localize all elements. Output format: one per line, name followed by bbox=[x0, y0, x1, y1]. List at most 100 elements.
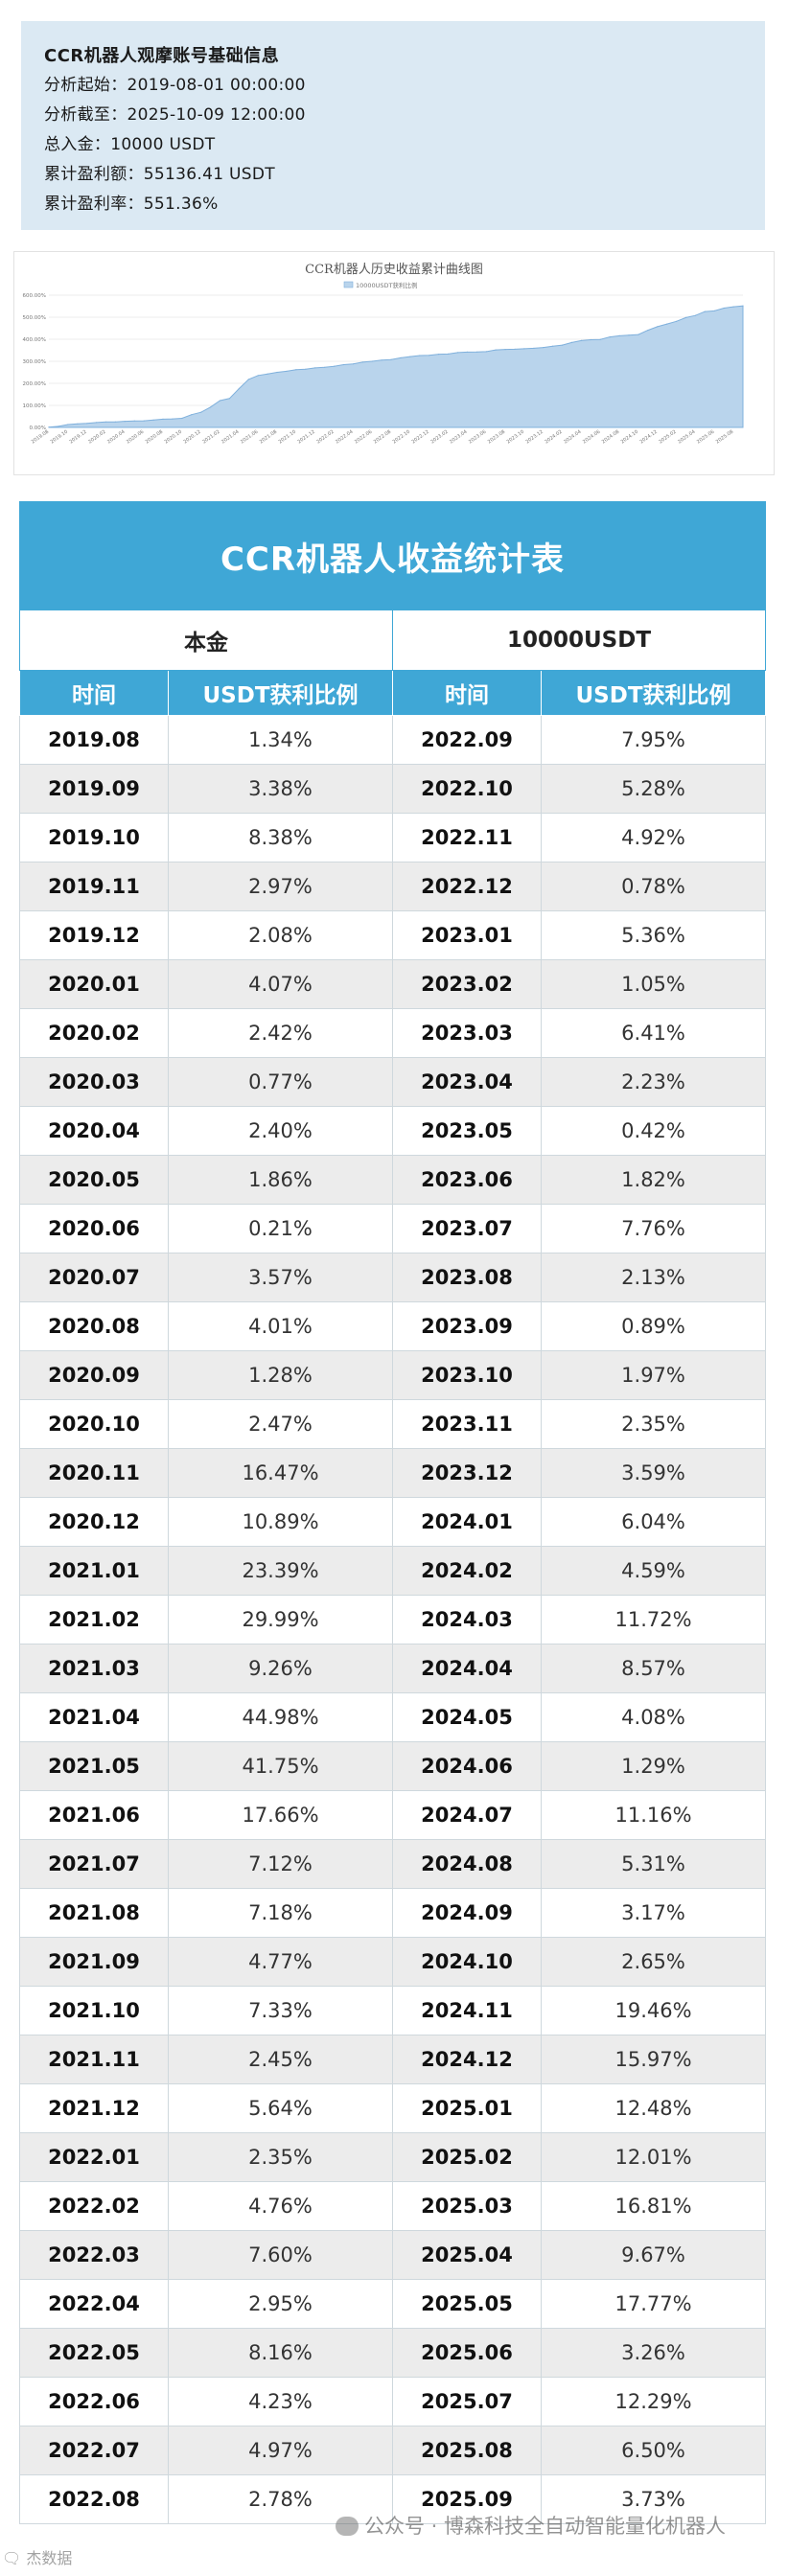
row-ratio-right: 5.36% bbox=[540, 910, 767, 960]
table-row: 2021.12 5.64% 2025.01 12.48% bbox=[19, 2083, 767, 2133]
row-time-right: 2023.02 bbox=[392, 959, 542, 1009]
row-time-right: 2025.06 bbox=[392, 2328, 542, 2378]
data-point bbox=[152, 419, 154, 421]
x-tick-label: 2022.04 bbox=[335, 429, 354, 446]
row-ratio-left: 2.78% bbox=[168, 2474, 393, 2524]
row-ratio-right: 11.16% bbox=[540, 1790, 767, 1840]
row-time-left: 2021.12 bbox=[19, 2083, 169, 2133]
info-start-time: 分析起始：2019-08-01 00:00:00 bbox=[44, 76, 306, 95]
data-point bbox=[523, 348, 525, 350]
y-tick-label: 600.00% bbox=[23, 293, 46, 299]
data-point bbox=[333, 365, 336, 367]
row-time-right: 2023.07 bbox=[392, 1204, 542, 1254]
row-ratio-right: 7.95% bbox=[540, 715, 767, 765]
row-ratio-right: 2.23% bbox=[540, 1057, 767, 1107]
row-time-left: 2022.06 bbox=[19, 2377, 169, 2426]
data-point bbox=[238, 387, 240, 390]
row-time-right: 2025.03 bbox=[392, 2181, 542, 2231]
data-point bbox=[104, 421, 107, 423]
row-ratio-left: 8.38% bbox=[168, 813, 393, 862]
x-tick-label: 2022.10 bbox=[392, 429, 411, 446]
row-time-left: 2022.08 bbox=[19, 2474, 169, 2524]
row-time-right: 2024.07 bbox=[392, 1790, 542, 1840]
row-ratio-left: 44.98% bbox=[168, 1692, 393, 1742]
wechat-watermark: 公众号 · 博森科技全自动智能量化机器人 bbox=[336, 2511, 726, 2540]
data-point bbox=[114, 421, 116, 423]
row-time-left: 2020.09 bbox=[19, 1350, 169, 1400]
data-point bbox=[543, 347, 545, 349]
data-point bbox=[723, 307, 725, 310]
chart-svg: CCR机器人历史收益累计曲线图 10000USDT获利比例 0.00% 100.0… bbox=[23, 263, 744, 446]
data-point bbox=[162, 418, 164, 420]
table-row: 2019.11 2.97% 2022.12 0.78% bbox=[19, 862, 767, 911]
table-row: 2021.11 2.45% 2024.12 15.97% bbox=[19, 2035, 767, 2084]
data-point bbox=[77, 423, 79, 425]
row-time-right: 2023.11 bbox=[392, 1399, 542, 1449]
y-tick-label: 0.00% bbox=[30, 426, 46, 431]
table-row: 2021.06 17.66% 2024.07 11.16% bbox=[19, 1790, 767, 1840]
cumulative-return-chart: CCR机器人历史收益累计曲线图 10000USDT获利比例 0.00% 100.0… bbox=[13, 251, 775, 475]
table-row: 2022.04 2.95% 2025.05 17.77% bbox=[19, 2279, 767, 2329]
capital-value: 10000USDT bbox=[391, 610, 767, 671]
row-time-left: 2021.04 bbox=[19, 1692, 169, 1742]
data-point bbox=[732, 306, 734, 308]
info-profit-rate: 累计盈利率：551.36% bbox=[44, 195, 219, 214]
data-point bbox=[628, 334, 630, 336]
row-ratio-left: 4.77% bbox=[168, 1937, 393, 1987]
column-header-ratio: USDT获利比例 bbox=[168, 670, 393, 716]
row-time-left: 2020.07 bbox=[19, 1253, 169, 1302]
data-point bbox=[495, 349, 497, 351]
row-ratio-right: 1.29% bbox=[540, 1741, 767, 1791]
data-point bbox=[314, 367, 316, 369]
table-row: 2021.01 23.39% 2024.02 4.59% bbox=[19, 1546, 767, 1596]
column-header-time: 时间 bbox=[392, 670, 542, 716]
y-tick-label: 500.00% bbox=[23, 315, 46, 321]
y-tick-label: 400.00% bbox=[23, 337, 46, 343]
x-tick-label: 2020.10 bbox=[164, 429, 183, 446]
row-time-right: 2025.05 bbox=[392, 2279, 542, 2329]
row-ratio-left: 29.99% bbox=[168, 1595, 393, 1644]
row-ratio-right: 5.28% bbox=[540, 764, 767, 814]
data-point bbox=[172, 418, 174, 420]
row-time-right: 2022.10 bbox=[392, 764, 542, 814]
data-point bbox=[466, 351, 468, 353]
row-time-left: 2021.05 bbox=[19, 1741, 169, 1791]
row-ratio-right: 8.57% bbox=[540, 1644, 767, 1693]
wechat-icon bbox=[336, 2517, 359, 2536]
x-tick-label: 2024.08 bbox=[601, 429, 620, 446]
row-ratio-right: 19.46% bbox=[540, 1986, 767, 2036]
table-row: 2020.03 0.77% 2023.04 2.23% bbox=[19, 1057, 767, 1107]
row-time-left: 2021.06 bbox=[19, 1790, 169, 1840]
data-point bbox=[324, 366, 326, 368]
column-header-ratio: USDT获利比例 bbox=[540, 670, 767, 716]
table-row: 2021.04 44.98% 2024.05 4.08% bbox=[19, 1692, 767, 1742]
row-ratio-right: 5.31% bbox=[540, 1839, 767, 1889]
row-ratio-left: 4.07% bbox=[168, 959, 393, 1009]
row-time-right: 2023.08 bbox=[392, 1253, 542, 1302]
data-point bbox=[257, 375, 259, 377]
table-row: 2020.11 16.47% 2023.12 3.59% bbox=[19, 1448, 767, 1498]
row-ratio-left: 7.12% bbox=[168, 1839, 393, 1889]
row-ratio-left: 8.16% bbox=[168, 2328, 393, 2378]
row-ratio-right: 11.72% bbox=[540, 1595, 767, 1644]
data-point bbox=[742, 305, 744, 307]
table-row: 2020.01 4.07% 2023.02 1.05% bbox=[19, 959, 767, 1009]
row-ratio-left: 9.26% bbox=[168, 1644, 393, 1693]
row-time-right: 2025.02 bbox=[392, 2132, 542, 2182]
x-tick-label: 2023.12 bbox=[524, 429, 544, 446]
data-point bbox=[191, 414, 193, 416]
row-time-left: 2020.11 bbox=[19, 1448, 169, 1498]
x-tick-label: 2019.08 bbox=[31, 429, 50, 446]
x-tick-label: 2022.12 bbox=[410, 429, 429, 446]
row-ratio-left: 5.64% bbox=[168, 2083, 393, 2133]
data-point bbox=[228, 398, 230, 400]
table-row: 2019.09 3.38% 2022.10 5.28% bbox=[19, 764, 767, 814]
x-tick-label: 2019.10 bbox=[50, 429, 69, 446]
row-time-left: 2021.08 bbox=[19, 1888, 169, 1938]
table-row: 2020.02 2.42% 2023.03 6.41% bbox=[19, 1008, 767, 1058]
row-time-right: 2024.09 bbox=[392, 1888, 542, 1938]
x-tick-label: 2021.06 bbox=[240, 429, 259, 446]
row-time-right: 2024.02 bbox=[392, 1546, 542, 1596]
column-header-time: 时间 bbox=[19, 670, 169, 716]
data-point bbox=[504, 349, 506, 351]
